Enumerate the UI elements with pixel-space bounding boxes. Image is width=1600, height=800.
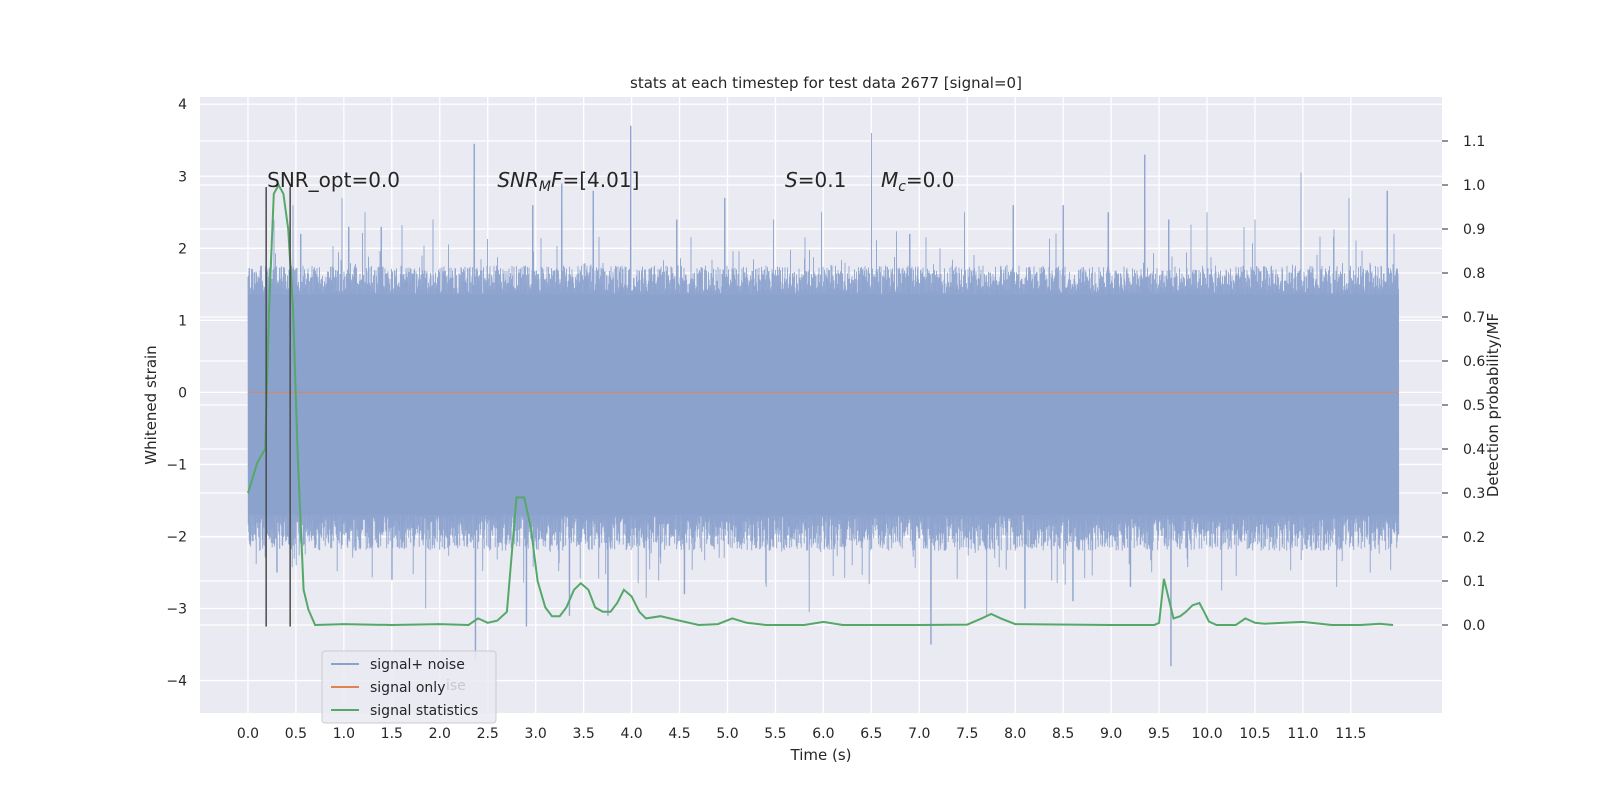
x-tick-label: 2.0 bbox=[429, 726, 451, 742]
annotation-snr-opt: SNR_opt=0.0 bbox=[267, 168, 400, 192]
y-right-tick-label: 0.0 bbox=[1463, 618, 1485, 634]
x-tick-label: 0.0 bbox=[237, 726, 259, 742]
x-tick-label: 4.5 bbox=[668, 726, 690, 742]
y-right-tick-label: 1.1 bbox=[1463, 134, 1485, 150]
y-right-tick-label: 0.3 bbox=[1463, 486, 1485, 502]
x-tick-label: 9.5 bbox=[1148, 726, 1170, 742]
legend-box bbox=[321, 650, 497, 724]
legend-entry-label: signal+ noise bbox=[370, 657, 465, 673]
series-line-signal-statistics bbox=[247, 182, 1394, 627]
y-tick-label: 3 bbox=[178, 169, 187, 185]
x-axis-ticks: 0.0 0.5 1.0 1.5 2.0 2.5 3.0 3.5 4.0 4.5 5.0 5.5 6.0 6… bbox=[237, 726, 1367, 742]
x-tick-label: 6.5 bbox=[860, 726, 882, 742]
x-tick-label: 8.0 bbox=[1004, 726, 1026, 742]
y-axis-right-ticks: 0.0 0.1 0.2 0.3 0.4 0.5 0.6 0.7 0.8 0.9 1.0 1.1 bbox=[1442, 134, 1485, 634]
y-tick-label: −4 bbox=[166, 674, 187, 690]
legend-ghost-text: ise bbox=[446, 678, 466, 694]
chart-title: stats at each timestep for test data 267… bbox=[630, 74, 1022, 92]
x-tick-label: 9.0 bbox=[1100, 726, 1122, 742]
x-tick-label: 0.5 bbox=[285, 726, 307, 742]
y-right-tick-label: 0.1 bbox=[1463, 574, 1485, 590]
x-tick-label: 7.5 bbox=[956, 726, 978, 742]
y-right-tick-label: 0.2 bbox=[1463, 530, 1485, 546]
annotation-mc: Mc=0.0 bbox=[881, 168, 955, 195]
legend-entry-label: signal only bbox=[370, 680, 445, 696]
annotation-snr-mf: SNRMF=[4.01] bbox=[497, 168, 639, 195]
legend-entry-label: signal statistics bbox=[370, 703, 478, 719]
y-tick-label: 2 bbox=[178, 241, 187, 257]
series-line-signal-noise bbox=[247, 125, 1400, 667]
x-tick-label: 11.5 bbox=[1335, 726, 1366, 742]
annotation-s: S=0.1 bbox=[785, 168, 846, 192]
legend: ise signal+ noise signal only signal statis… bbox=[321, 650, 497, 724]
x-tick-label: 5.0 bbox=[716, 726, 738, 742]
x-axis-label: Time (s) bbox=[790, 746, 852, 764]
y-right-tick-label: 0.7 bbox=[1463, 310, 1485, 326]
x-tick-label: 11.0 bbox=[1287, 726, 1318, 742]
y-tick-label: −2 bbox=[166, 529, 187, 545]
x-tick-label: 2.5 bbox=[477, 726, 499, 742]
y-tick-label: −3 bbox=[166, 602, 187, 618]
y-axis-left-label: Whitened strain bbox=[142, 345, 160, 464]
y-axis-right-label: Detection probability/MF bbox=[1484, 313, 1502, 497]
annotations: SNR_opt=0.0 SNRMF=[4.01] S=0.1 Mc=0.0 bbox=[267, 168, 954, 195]
x-tick-label: 8.5 bbox=[1052, 726, 1074, 742]
x-tick-label: 3.5 bbox=[572, 726, 594, 742]
x-tick-label: 10.5 bbox=[1239, 726, 1270, 742]
y-tick-label: −1 bbox=[166, 457, 187, 473]
x-tick-label: 1.0 bbox=[333, 726, 355, 742]
y-tick-label: 1 bbox=[178, 313, 187, 329]
x-tick-label: 7.0 bbox=[908, 726, 930, 742]
marker-lines bbox=[265, 187, 291, 627]
y-right-tick-label: 1.0 bbox=[1463, 178, 1485, 194]
y-right-tick-label: 0.6 bbox=[1463, 354, 1485, 370]
x-tick-label: 10.0 bbox=[1191, 726, 1222, 742]
y-right-tick-label: 0.9 bbox=[1463, 222, 1485, 238]
y-right-tick-label: 0.8 bbox=[1463, 266, 1485, 282]
signal-statistics-series bbox=[247, 182, 1394, 627]
signal-noise-series bbox=[247, 125, 1400, 667]
x-tick-label: 1.5 bbox=[381, 726, 403, 742]
y-tick-label: 0 bbox=[178, 385, 187, 401]
y-axis-left-ticks: −4 −3 −2 −1 0 1 2 3 4 bbox=[166, 97, 187, 689]
y-right-tick-label: 0.5 bbox=[1463, 398, 1485, 414]
x-tick-label: 4.0 bbox=[620, 726, 642, 742]
y-right-tick-label: 0.4 bbox=[1463, 442, 1485, 458]
x-tick-label: 6.0 bbox=[812, 726, 834, 742]
x-tick-label: 5.5 bbox=[764, 726, 786, 742]
y-tick-label: 4 bbox=[178, 97, 187, 113]
x-tick-label: 3.0 bbox=[525, 726, 547, 742]
